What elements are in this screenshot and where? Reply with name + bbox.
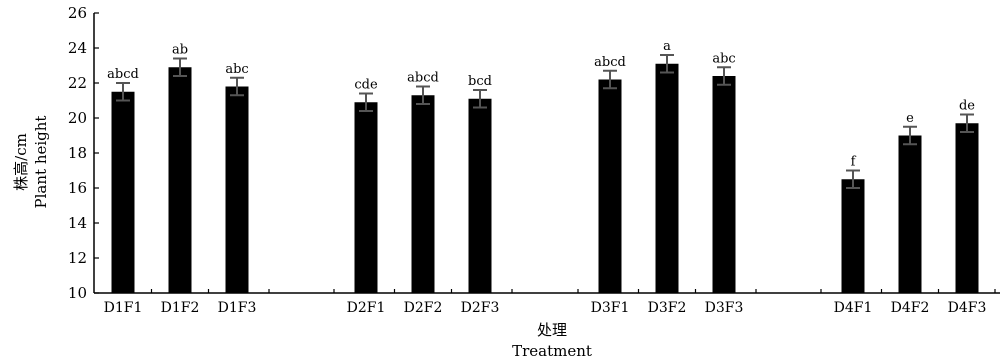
significance-label: a [663, 39, 671, 54]
y-tick-label: 12 [68, 249, 87, 267]
bar [411, 95, 435, 293]
bars [111, 54, 979, 293]
x-tick-label: D1F3 [218, 300, 257, 316]
y-tick-label: 16 [68, 179, 87, 197]
x-tick-label: D1F1 [104, 300, 143, 316]
y-tick-label: 18 [68, 144, 87, 162]
labels: abcd D1F1 ab D1F2 abc D1F3 cde D2F1 abcd D2F2 bcd D… [104, 39, 987, 316]
x-tick-label: D3F3 [705, 300, 744, 316]
significance-label: abc [712, 51, 735, 66]
x-axis-title-cn: 处理 [537, 321, 567, 339]
x-tick-label: D4F2 [891, 300, 930, 316]
y-tick-label: 26 [68, 4, 87, 22]
x-tick-label: D4F3 [948, 300, 987, 316]
y-axis-title: 株高/cm Plant height [12, 116, 50, 209]
y-tick-label: 14 [68, 214, 87, 232]
bar [468, 98, 492, 293]
bar [841, 179, 865, 293]
bar [955, 123, 979, 293]
significance-label: cde [354, 78, 378, 93]
bar [168, 67, 192, 293]
bar [712, 76, 736, 293]
x-axis-title: 处理 Treatment [512, 321, 592, 360]
bar [111, 91, 135, 293]
significance-label: abcd [594, 55, 626, 70]
bar [225, 86, 249, 293]
x-tick-label: D2F2 [404, 300, 443, 316]
y-axis-title-cn: 株高/cm [12, 133, 30, 191]
y-tick-label: 10 [68, 284, 87, 302]
significance-label: abc [225, 62, 248, 77]
y-tick-label: 20 [68, 109, 87, 127]
x-tick-label: D2F1 [347, 300, 386, 316]
significance-label: ab [172, 43, 188, 58]
significance-label: abcd [107, 67, 139, 82]
x-axis-title-en: Treatment [512, 342, 592, 360]
x-tick-label: D3F1 [591, 300, 630, 316]
significance-label: abcd [407, 71, 439, 86]
y-axis-title-en: Plant height [32, 116, 50, 209]
x-tick-label: D2F3 [461, 300, 500, 316]
significance-label: f [851, 155, 857, 170]
bar [898, 135, 922, 293]
x-tick-label: D1F2 [161, 300, 200, 316]
x-tick-label: D3F2 [648, 300, 687, 316]
bar [655, 63, 679, 293]
significance-label: de [959, 99, 975, 114]
bar [598, 79, 622, 293]
significance-label: bcd [468, 74, 492, 89]
y-tick-label: 24 [68, 39, 87, 57]
bar [354, 102, 378, 293]
x-tick-label: D4F1 [834, 300, 873, 316]
significance-label: e [906, 111, 914, 126]
y-tick-label: 22 [68, 74, 87, 92]
